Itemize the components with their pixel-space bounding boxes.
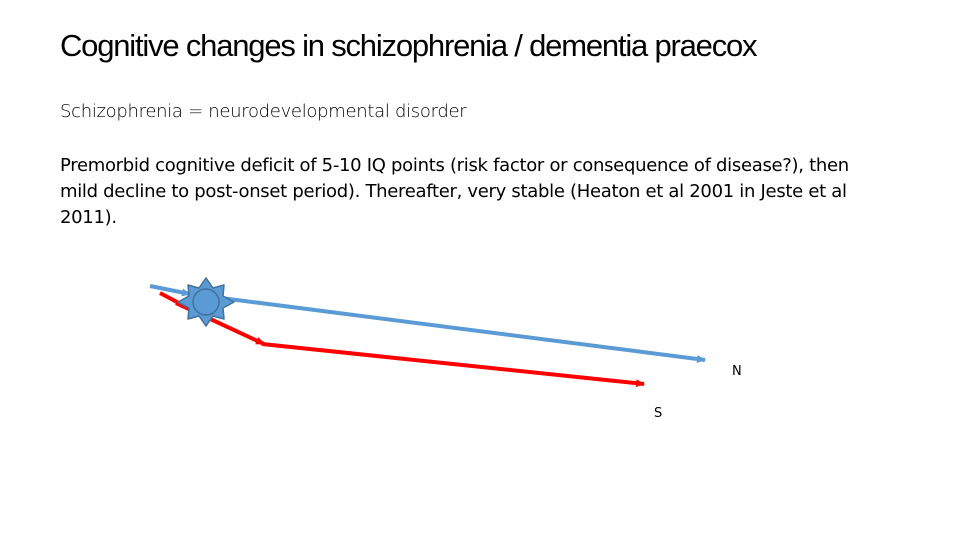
schizophrenia-stable-segment — [261, 342, 645, 388]
normal-trajectory — [149, 284, 706, 363]
schizophrenia-trajectory — [159, 291, 645, 388]
slide-title: Cognitive changes in schizophrenia / dem… — [60, 28, 758, 63]
slide-body-text: Premorbid cognitive deficit of 5-10 IQ p… — [60, 155, 849, 228]
normal-premorbid-segment — [149, 284, 191, 297]
normal-lifespan-segment — [189, 292, 706, 363]
schizophrenia-trajectory-label: S — [654, 406, 663, 421]
slide-subtitle: Schizophrenia = neurodevelopmental disor… — [60, 101, 467, 122]
normal-trajectory-label: N — [732, 364, 742, 379]
onset-star-icon — [177, 277, 235, 327]
